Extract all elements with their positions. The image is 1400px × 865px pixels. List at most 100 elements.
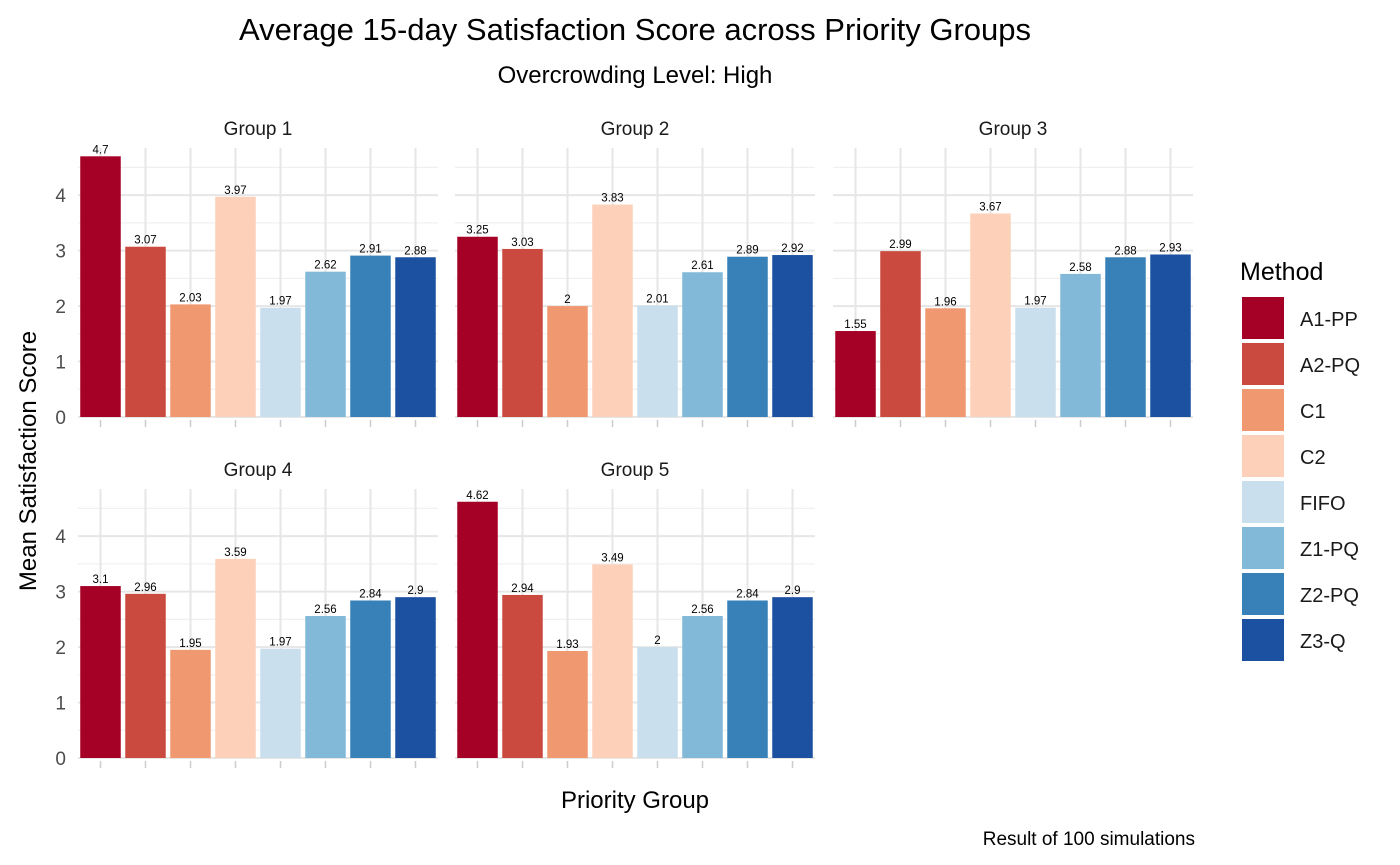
bar-value-label: 1.93 [556, 639, 578, 651]
bar-z2-pq [727, 256, 768, 417]
y-tick-label: 4 [55, 527, 66, 548]
bar-a2-pq [125, 593, 166, 758]
bar-value-label: 3.67 [979, 201, 1001, 213]
bar-value-label: 2.03 [179, 292, 201, 304]
legend-item: Z3-Q [1242, 619, 1346, 661]
bar-value-label: 2.99 [889, 239, 911, 251]
y-tick-label: 3 [55, 242, 66, 263]
legend-label: Z2-PQ [1300, 585, 1359, 607]
legend-swatch [1242, 389, 1284, 431]
bar-c1 [547, 650, 588, 758]
facet-panel-1: Group 1 0 1 2 3 4 4.7 3.07 2.03 3.97 1.97 2.62 2.91 2… [55, 119, 438, 429]
bar-value-label: 2.84 [359, 588, 382, 600]
bar-value-label: 2.92 [781, 243, 803, 255]
bar-fifo [260, 307, 301, 417]
legend-item: FIFO [1242, 481, 1346, 523]
bar-value-label: 2.89 [736, 245, 758, 257]
chart-subtitle: Overcrowding Level: High [498, 62, 773, 89]
y-tick-label: 1 [55, 694, 66, 715]
bar-fifo [1015, 307, 1056, 417]
bar-z2-pq [350, 255, 391, 417]
bar-z3-q [772, 255, 813, 417]
bar-c1 [170, 649, 211, 758]
bar-c1 [925, 308, 966, 417]
legend: Method A1-PP A2-PQ C1 C2 FIFO Z1-PQ Z2-PQ Z3-Q [1240, 258, 1360, 661]
bar-value-label: 2.58 [1069, 262, 1091, 274]
legend-item: Z2-PQ [1242, 573, 1359, 615]
bar-a1-pp [457, 501, 498, 758]
legend-swatch [1242, 619, 1284, 661]
bar-value-label: 2.61 [691, 260, 713, 272]
bar-a1-pp [80, 586, 121, 758]
bar-value-label: 2 [654, 635, 660, 647]
y-tick-label: 2 [55, 297, 66, 318]
bar-value-label: 1.97 [1024, 296, 1046, 308]
y-tick-label: 0 [55, 408, 66, 429]
legend-swatch [1242, 297, 1284, 339]
legend-swatch [1242, 573, 1284, 615]
bar-z3-q [395, 597, 436, 758]
facet-title: Group 2 [601, 119, 670, 140]
legend-label: A1-PP [1300, 309, 1358, 331]
legend-swatch [1242, 435, 1284, 477]
bar-a1-pp [80, 156, 121, 417]
bar-value-label: 2.84 [736, 588, 759, 600]
bar-z1-pq [1060, 273, 1101, 417]
bar-value-label: 3.49 [601, 552, 623, 564]
legend-item: C2 [1242, 435, 1326, 477]
bar-z2-pq [350, 600, 391, 758]
legend-label: C2 [1300, 447, 1326, 469]
facet-title: Group 1 [224, 119, 293, 140]
bar-value-label: 2.93 [1159, 242, 1181, 254]
bar-z2-pq [727, 600, 768, 758]
bar-fifo [637, 647, 678, 758]
bar-c2 [592, 564, 633, 758]
y-tick-label: 0 [55, 749, 66, 770]
bar-c1 [547, 306, 588, 417]
facet-panel-5: Group 5 4.62 2.94 1.93 3.49 2 2.56 2.84 2.9 [455, 460, 815, 768]
bar-a2-pq [502, 248, 543, 417]
legend-label: C1 [1300, 401, 1326, 423]
bar-value-label: 1.97 [269, 296, 291, 308]
x-axis-title: Priority Group [561, 787, 709, 814]
bar-value-label: 3.97 [224, 185, 246, 197]
legend-swatch [1242, 481, 1284, 523]
y-tick-label: 2 [55, 638, 66, 659]
legend-label: A2-PQ [1300, 355, 1360, 377]
bar-value-label: 3.1 [93, 574, 109, 586]
y-tick-label: 4 [55, 186, 66, 207]
bar-a1-pp [457, 236, 498, 417]
legend-label: Z1-PQ [1300, 539, 1359, 561]
bar-value-label: 3.03 [511, 237, 533, 249]
bar-value-label: 2.9 [785, 585, 801, 597]
bar-a1-pp [835, 331, 876, 417]
bar-c2 [215, 196, 256, 417]
bar-z2-pq [1105, 257, 1146, 417]
bar-z3-q [395, 257, 436, 417]
bar-value-label: 1.97 [269, 637, 291, 649]
chart-title: Average 15-day Satisfaction Score across… [239, 12, 1031, 47]
bar-c2 [970, 213, 1011, 417]
bar-value-label: 2.56 [314, 604, 336, 616]
bar-value-label: 2.88 [404, 245, 426, 257]
legend-swatch [1242, 343, 1284, 385]
bar-z1-pq [682, 616, 723, 758]
bar-c2 [592, 204, 633, 417]
bar-value-label: 4.62 [466, 490, 488, 502]
facet-title: Group 4 [224, 460, 293, 481]
bar-c2 [215, 558, 256, 758]
bar-value-label: 3.07 [134, 235, 156, 247]
bar-value-label: 1.96 [934, 296, 956, 308]
bar-value-label: 2.01 [646, 294, 668, 306]
y-axis-title: Mean Satisfaction Score [15, 331, 42, 591]
legend-label: FIFO [1300, 493, 1346, 515]
y-tick-label: 1 [55, 353, 66, 374]
legend-item: Z1-PQ [1242, 527, 1359, 569]
bar-value-label: 2.94 [511, 583, 534, 595]
facet-panel-3: Group 3 1.55 2.99 1.96 3.67 1.97 2.58 2.88 2.93 [833, 119, 1193, 427]
facet-panel-4: Group 4 0 1 2 3 4 3.1 2.96 1.95 3.59 1.97 2.56 2.84 2… [55, 460, 438, 770]
bar-value-label: 3.25 [466, 225, 488, 237]
bar-value-label: 2.9 [408, 585, 424, 597]
